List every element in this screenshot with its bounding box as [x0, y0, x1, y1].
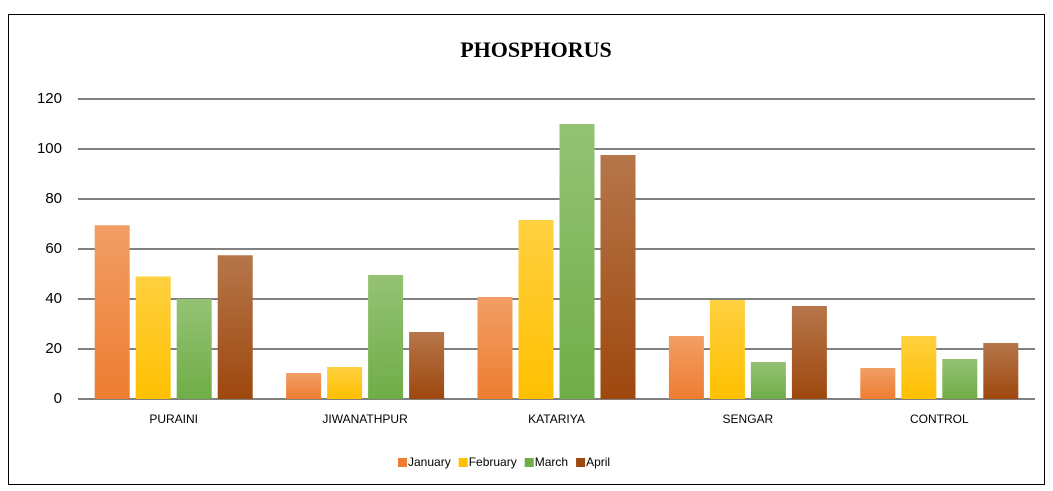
legend-swatch [524, 458, 534, 467]
x-tick-label: PURAINI [149, 412, 198, 426]
x-tick-label: KATARIYA [528, 412, 585, 426]
x-tick-label: SENGAR [723, 412, 774, 426]
y-tick-label: 20 [45, 340, 62, 357]
y-tick-label: 60 [45, 240, 62, 257]
bar [94, 225, 130, 399]
x-tick-label: JIWANATHPUR [322, 412, 408, 426]
bar [600, 155, 636, 399]
bar [791, 306, 827, 399]
legend-swatch [458, 458, 468, 467]
y-tick-label: 80 [45, 190, 62, 207]
legend-label: April [586, 455, 610, 469]
legend-swatch [576, 458, 586, 467]
bar [368, 275, 404, 399]
bar [983, 343, 1019, 399]
bar [942, 359, 978, 399]
chart-title: PHOSPHORUS [460, 37, 612, 62]
legend-label: January [408, 455, 451, 469]
bar [559, 124, 595, 399]
bar [327, 367, 363, 399]
y-tick-label: 40 [45, 290, 62, 307]
bar [668, 336, 704, 399]
legend-label: February [469, 455, 517, 469]
bar [286, 373, 322, 399]
bar [901, 336, 937, 399]
bar [750, 362, 786, 399]
bar [477, 297, 513, 399]
legend-label: March [535, 455, 568, 469]
bar [135, 276, 171, 399]
x-tick-label: CONTROL [910, 412, 969, 426]
y-tick-label: 100 [37, 140, 62, 157]
bar [518, 220, 554, 399]
bar [709, 300, 745, 399]
bar [860, 368, 896, 399]
legend-swatch [398, 458, 407, 467]
bar [176, 299, 212, 399]
y-tick-label: 120 [37, 90, 62, 107]
y-tick-label: 0 [54, 390, 62, 407]
bar [409, 332, 445, 399]
bar [217, 255, 253, 399]
